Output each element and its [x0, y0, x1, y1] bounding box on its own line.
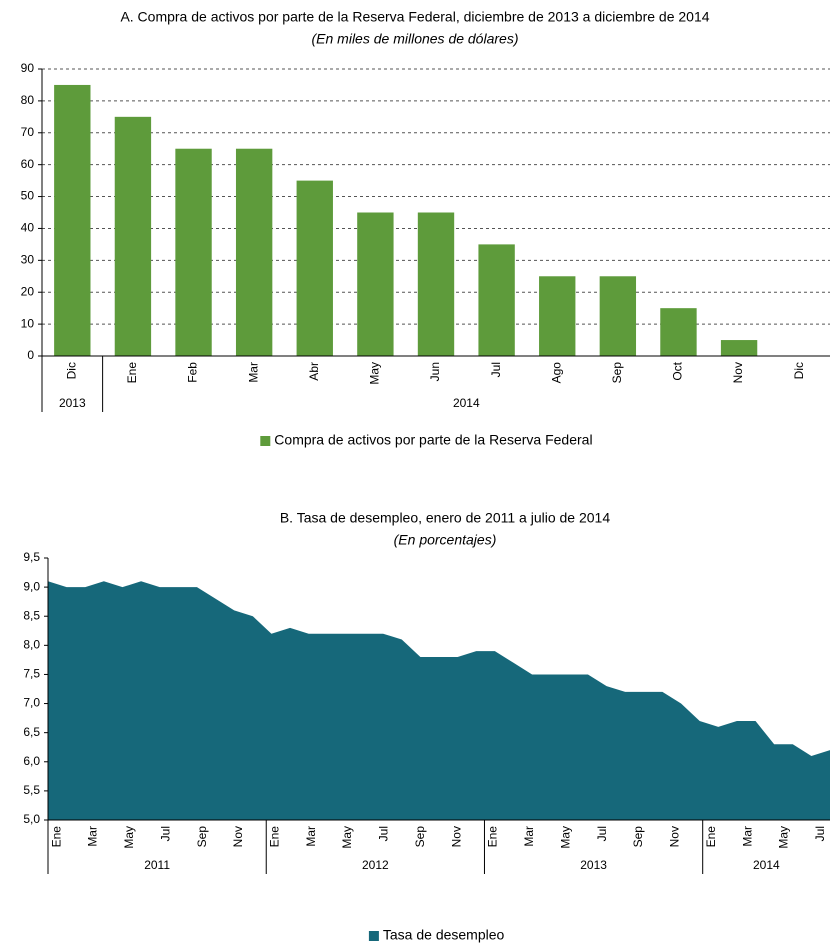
x-tick-label: Mar [86, 826, 100, 847]
x-tick-label: Nov [731, 362, 745, 383]
x-tick-label: Jul [595, 826, 609, 841]
x-tick-label: Mar [740, 826, 754, 847]
x-tick-label: Ene [267, 826, 281, 848]
x-tick-label: Jul [377, 826, 391, 841]
bar [478, 244, 515, 356]
chart-subtitle: (En miles de millones de dólares) [312, 31, 519, 47]
y-tick-label: 8,5 [23, 608, 40, 622]
x-tick-label: Mar [522, 826, 536, 847]
y-tick-label: 7,0 [23, 696, 40, 710]
y-tick-label: 7,5 [23, 667, 40, 681]
y-tick-label: 40 [21, 221, 35, 235]
x-tick-label: Sep [195, 826, 209, 848]
x-tick-label: Jul [813, 826, 827, 841]
y-tick-label: 90 [21, 61, 35, 75]
legend-swatch [260, 436, 271, 446]
bar [235, 148, 273, 356]
x-tick-label: May [340, 826, 354, 849]
x-tick-label: Jul [489, 362, 503, 377]
x-tick-label: Ene [486, 826, 500, 848]
group-label: 2014 [453, 396, 480, 410]
x-tick-label: Oct [671, 361, 685, 380]
bar [720, 340, 758, 356]
x-tick-label: Jul [158, 826, 172, 841]
y-tick-label: 20 [21, 284, 35, 298]
y-tick-label: 10 [21, 316, 35, 330]
x-tick-label: Nov [668, 826, 682, 847]
x-tick-label: Dic [792, 362, 806, 379]
y-tick-label: 60 [21, 157, 35, 171]
y-tick-label: 9,5 [23, 550, 40, 564]
bar [175, 148, 212, 356]
chart-subtitle: (En porcentajes) [394, 532, 497, 548]
y-tick-label: 80 [21, 93, 35, 107]
x-tick-label: Sep [631, 826, 645, 848]
x-tick-label: Ene [125, 362, 139, 384]
x-tick-label: Ene [49, 826, 63, 848]
x-tick-label: Sep [413, 826, 427, 848]
bar [599, 276, 637, 356]
y-tick-label: 30 [21, 253, 35, 267]
bar [417, 212, 455, 356]
y-tick-label: 6,5 [23, 725, 40, 739]
y-tick-label: 5,5 [23, 783, 40, 797]
x-tick-label: Sep [610, 362, 624, 384]
x-tick-label: Dic [64, 362, 78, 379]
x-tick-label: May [122, 826, 136, 849]
y-tick-label: 8,0 [23, 638, 40, 652]
chart-title: B. Tasa de desempleo, enero de 2011 a ju… [280, 510, 610, 526]
legend-label: Tasa de desempleo [383, 927, 505, 943]
bar [114, 116, 152, 356]
x-tick-label: Ago [549, 362, 563, 384]
x-tick-label: Ene [704, 826, 718, 848]
x-tick-label: Nov [449, 826, 463, 847]
x-tick-label: Abr [307, 362, 321, 381]
x-tick-label: Nov [231, 826, 245, 847]
x-tick-label: May [777, 826, 791, 849]
x-tick-label: May [368, 362, 382, 385]
y-tick-label: 9,0 [23, 579, 40, 593]
group-label: 2011 [144, 858, 170, 872]
x-tick-label: Mar [246, 362, 260, 383]
y-tick-label: 70 [21, 125, 35, 139]
legend-swatch [368, 931, 379, 941]
x-tick-label: Mar [304, 826, 318, 847]
area [48, 581, 830, 820]
y-tick-label: 5,0 [23, 812, 40, 826]
bar [660, 308, 697, 356]
y-tick-label: 6,0 [23, 754, 40, 768]
group-label: 2013 [59, 396, 86, 410]
x-tick-label: Feb [186, 362, 200, 383]
y-tick-label: 0 [27, 348, 34, 362]
y-tick-label: 50 [21, 189, 35, 203]
group-label: 2013 [580, 858, 607, 872]
x-tick-label: Jun [428, 362, 442, 381]
bar [296, 180, 333, 356]
bar [357, 212, 394, 356]
bar [54, 84, 91, 356]
chart-title: A. Compra de activos por parte de la Res… [120, 9, 709, 25]
group-label: 2014 [753, 858, 780, 872]
legend-label: Compra de activos por parte de la Reserv… [274, 432, 592, 448]
group-label: 2012 [362, 858, 389, 872]
bar [539, 276, 576, 356]
x-tick-label: May [558, 826, 572, 849]
